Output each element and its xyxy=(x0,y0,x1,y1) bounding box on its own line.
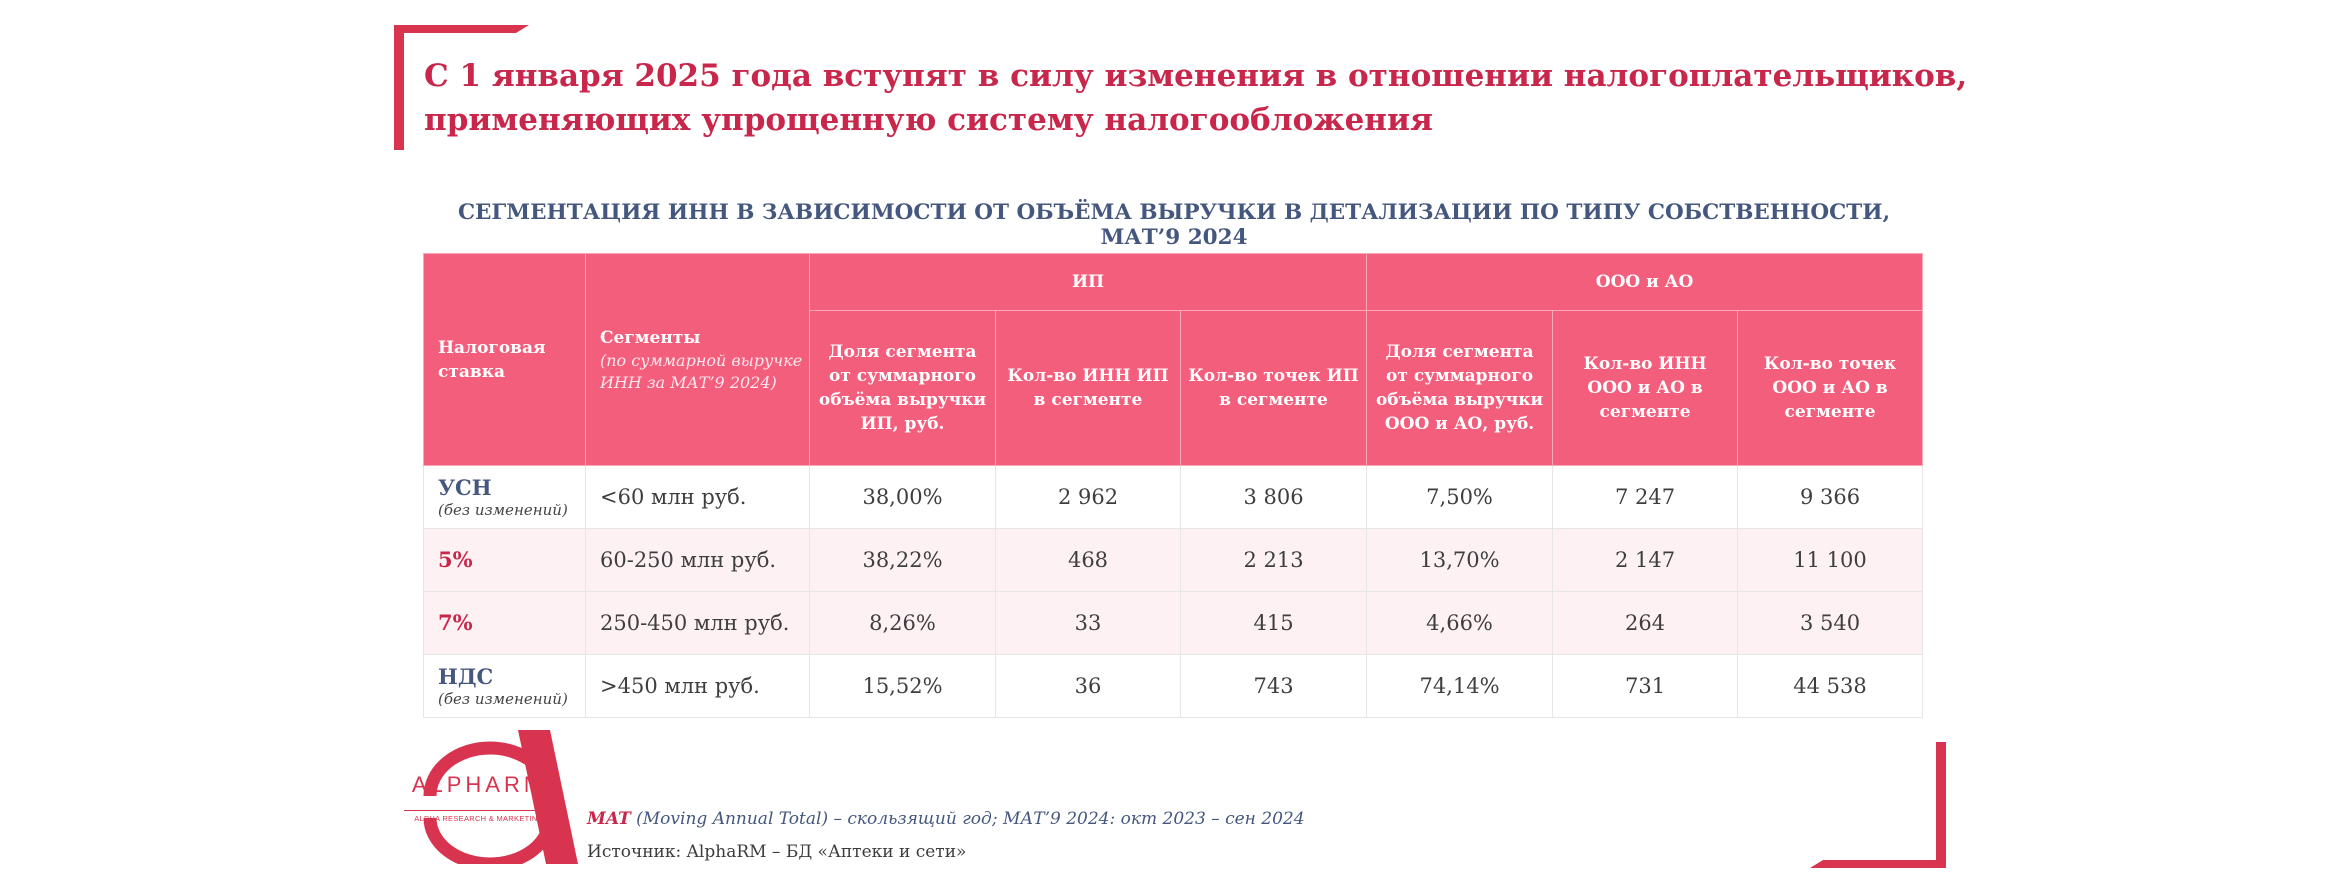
row-segment: 250-450 млн руб. xyxy=(585,591,810,655)
table-subtitle: СЕГМЕНТАЦИЯ ИНН В ЗАВИСИМОСТИ ОТ ОБЪЁМА … xyxy=(457,200,1891,250)
cell-ooo-inn: 7 247 xyxy=(1552,465,1739,529)
cell-ooo-points: 3 540 xyxy=(1737,591,1924,655)
cell-ooo-share: 13,70% xyxy=(1366,528,1554,592)
tax-rate-note: (без изменений) xyxy=(438,501,568,519)
tax-rate-note: (без изменений) xyxy=(438,690,568,708)
header-ip-share: Доля сегмента от суммарного объёма выруч… xyxy=(809,310,996,466)
footnote-text: (Moving Annual Total) – скользящий год; … xyxy=(630,809,1305,829)
cell-ooo-inn: 2 147 xyxy=(1552,528,1739,592)
cell-ooo-points: 11 100 xyxy=(1737,528,1924,592)
tax-rate-label: УСН xyxy=(438,475,492,500)
row-tax-rate: НДС (без изменений) xyxy=(423,654,586,718)
logo-wordmark: ALPHARM xyxy=(411,772,547,797)
header-group-ip: ИП xyxy=(808,253,1368,311)
alpharm-logo-icon xyxy=(423,730,578,864)
cell-ooo-share: 74,14% xyxy=(1366,654,1554,718)
cell-ip-points: 743 xyxy=(1179,654,1368,718)
cell-ip-share: 15,52% xyxy=(809,654,996,718)
header-segments: Сегменты (по суммарной выручке ИНН за МА… xyxy=(585,253,810,466)
tax-rate-label: 7% xyxy=(438,610,473,635)
segmentation-table: Налоговая ставка Сегменты (по суммарной … xyxy=(423,253,1924,718)
header-segments-label: Сегменты xyxy=(600,327,701,348)
row-segment: <60 млн руб. xyxy=(585,465,810,529)
cell-ooo-inn: 264 xyxy=(1552,591,1739,655)
source-note: Источник: AlphaRM – БД «Аптеки и сети» xyxy=(587,842,967,862)
row-segment: 60-250 млн руб. xyxy=(585,528,810,592)
table-row: 5% 60-250 млн руб. 38,22% 468 2 213 13,7… xyxy=(423,528,1924,592)
header-ooo-points: Кол-во точек ООО и АО в сегменте xyxy=(1737,310,1924,466)
header-group-ooo: ООО и АО xyxy=(1366,253,1924,311)
cell-ip-inn: 33 xyxy=(995,591,1181,655)
header-ip-points: Кол-во точек ИП в сегменте xyxy=(1179,310,1368,466)
tax-rate-label: 5% xyxy=(438,547,473,572)
cell-ip-inn: 2 962 xyxy=(995,465,1181,529)
header-tax-rate: Налоговая ставка xyxy=(423,253,586,466)
cell-ip-inn: 36 xyxy=(995,654,1181,718)
row-segment: >450 млн руб. xyxy=(585,654,810,718)
table-row: НДС (без изменений) >450 млн руб. 15,52%… xyxy=(423,654,1924,718)
cell-ooo-share: 7,50% xyxy=(1366,465,1554,529)
cell-ooo-points: 44 538 xyxy=(1737,654,1924,718)
cell-ip-inn: 468 xyxy=(995,528,1181,592)
cell-ip-share: 8,26% xyxy=(809,591,996,655)
footnote-term: MAT xyxy=(587,809,631,829)
header-segments-sub: (по суммарной выручке ИНН за МАТ’9 2024) xyxy=(600,350,803,392)
row-tax-rate: 5% xyxy=(423,528,586,592)
cell-ip-points: 415 xyxy=(1179,591,1368,655)
cell-ooo-inn: 731 xyxy=(1552,654,1739,718)
footnote: MAT (Moving Annual Total) – скользящий г… xyxy=(587,809,1305,829)
tax-rate-label: НДС xyxy=(438,664,494,689)
cell-ooo-points: 9 366 xyxy=(1737,465,1924,529)
table-row: УСН (без изменений) <60 млн руб. 38,00% … xyxy=(423,465,1924,529)
page-title: С 1 января 2025 года вступят в силу изме… xyxy=(424,58,1968,138)
cell-ip-share: 38,22% xyxy=(809,528,996,592)
table-row: 7% 250-450 млн руб. 8,26% 33 415 4,66% 2… xyxy=(423,591,1924,655)
header-ooo-share: Доля сегмента от суммарного объёма выруч… xyxy=(1366,310,1554,466)
corner-decoration-bottom-right xyxy=(1810,742,1946,868)
cell-ip-share: 38,00% xyxy=(809,465,996,529)
row-tax-rate: УСН (без изменений) xyxy=(423,465,586,529)
header-ip-inn: Кол-во ИНН ИП в сегменте xyxy=(995,310,1181,466)
cell-ooo-share: 4,66% xyxy=(1366,591,1554,655)
cell-ip-points: 3 806 xyxy=(1179,465,1368,529)
cell-ip-points: 2 213 xyxy=(1179,528,1368,592)
logo-tagline: ALPHA RESEARCH & MARKETING xyxy=(404,810,554,823)
row-tax-rate: 7% xyxy=(423,591,586,655)
header-ooo-inn: Кол-во ИНН ООО и АО в сегменте xyxy=(1552,310,1739,466)
